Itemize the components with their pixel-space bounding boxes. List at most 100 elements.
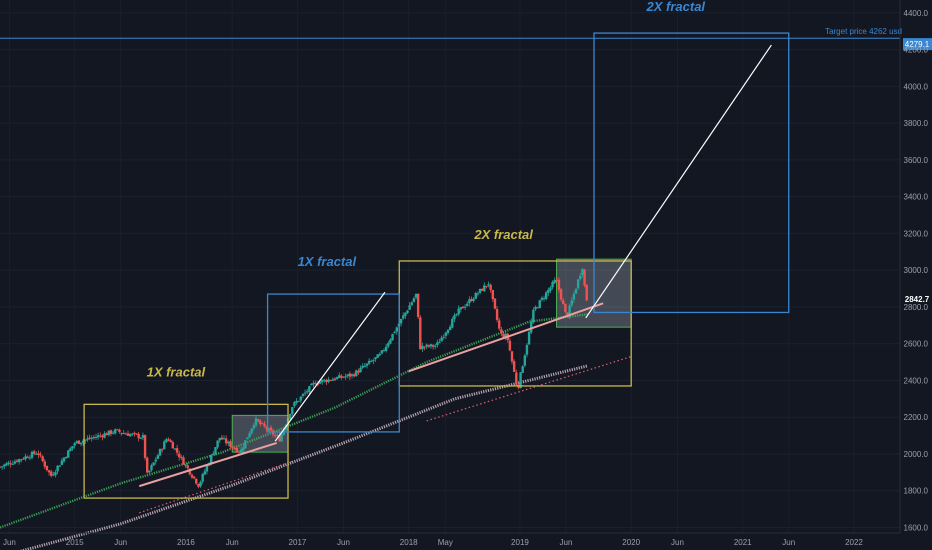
candle-body (534, 307, 537, 310)
candle-body (111, 432, 115, 434)
candle-body (306, 391, 309, 393)
candle-body (338, 375, 341, 378)
candle-body (312, 382, 315, 385)
candle-body (220, 437, 224, 440)
candle-body (250, 428, 253, 434)
x-tick-label: 2017 (289, 538, 307, 547)
last-price-tag (903, 293, 932, 306)
candle-body (342, 376, 345, 378)
candle-body (50, 471, 53, 476)
candle-body (197, 484, 200, 487)
last-price-tag-text: 2842.7 (905, 295, 930, 304)
candle-body (370, 360, 373, 362)
candle-body (60, 460, 64, 465)
candle-body (367, 360, 371, 364)
candle-body (374, 357, 377, 360)
candle-body (26, 456, 29, 458)
candle-body (485, 285, 488, 287)
candle-body (544, 292, 548, 300)
candle-body (399, 318, 403, 324)
candle-body (446, 329, 450, 334)
target-price-tag (903, 38, 932, 51)
candle-body (329, 380, 332, 382)
candle-body (476, 293, 480, 295)
candle-body (58, 465, 61, 467)
candle-body (154, 459, 157, 462)
candle-body (491, 289, 495, 300)
candle-body (71, 446, 74, 449)
candle-body (54, 472, 57, 476)
candle-body (521, 366, 524, 373)
candle-body (137, 433, 140, 439)
candle-body (335, 377, 339, 380)
candle-body (410, 302, 413, 306)
candle-body (205, 465, 209, 472)
y-tick-label: 4000.0 (904, 82, 929, 91)
candle-body (210, 454, 213, 463)
candle-body (461, 306, 465, 309)
candle-body (45, 465, 49, 471)
candle-body (158, 449, 162, 456)
candle-body (88, 437, 91, 439)
fractal-zone-box (593, 32, 790, 314)
y-tick-label: 2400.0 (904, 376, 929, 385)
y-tick-label: 2600.0 (904, 340, 929, 349)
candle-body (530, 321, 533, 333)
candle-body (146, 457, 149, 473)
candle-body (500, 329, 503, 334)
candle-body (470, 298, 473, 302)
candle-body (13, 461, 17, 464)
candle-body (549, 287, 552, 291)
candle-body (244, 440, 247, 449)
candle-body (318, 381, 322, 384)
y-tick-label: 2000.0 (904, 450, 929, 459)
candle-body (73, 443, 76, 446)
candle-body (380, 350, 384, 354)
candle-body (581, 269, 584, 276)
candle-body (352, 374, 356, 377)
x-tick-label: Jun (671, 538, 684, 547)
candle-body (466, 303, 469, 306)
candle-body (378, 353, 381, 356)
candle-body (436, 342, 439, 346)
candle-body (229, 441, 232, 447)
candle-body (84, 439, 87, 441)
candle-body (310, 383, 313, 386)
candle-body (493, 298, 497, 309)
x-tick-label: Jun (114, 538, 127, 547)
candle-body (128, 434, 132, 437)
candle-body (542, 298, 546, 300)
candle-body (502, 333, 505, 338)
candle-body (233, 448, 236, 450)
fractal-zone-box (83, 403, 289, 499)
candle-body (90, 437, 93, 439)
dotted-trendline (139, 460, 293, 514)
x-tick-label: Jun (3, 538, 16, 547)
candle-body (293, 402, 296, 407)
candle-body (43, 461, 47, 467)
candle-body (199, 481, 202, 487)
candle-body (538, 300, 541, 308)
candle-body (152, 462, 155, 466)
candle-body (555, 279, 559, 281)
candle-body (451, 319, 454, 328)
y-tick-label: 3200.0 (904, 229, 929, 238)
candle-body (190, 474, 194, 478)
candle-body (103, 433, 106, 438)
candle-body (126, 433, 130, 436)
candle-body (192, 476, 196, 479)
y-tick-label: 1600.0 (904, 523, 929, 532)
candle-body (203, 471, 207, 475)
candle-body (131, 433, 134, 435)
y-tick-label: 4200.0 (904, 46, 929, 55)
candle-body (79, 442, 83, 445)
candle-body (18, 459, 21, 463)
candle-body (559, 289, 563, 300)
candle-body (246, 437, 249, 440)
candle-body (564, 303, 567, 312)
candle-body (350, 374, 354, 376)
x-tick-label: 2021 (734, 538, 752, 547)
